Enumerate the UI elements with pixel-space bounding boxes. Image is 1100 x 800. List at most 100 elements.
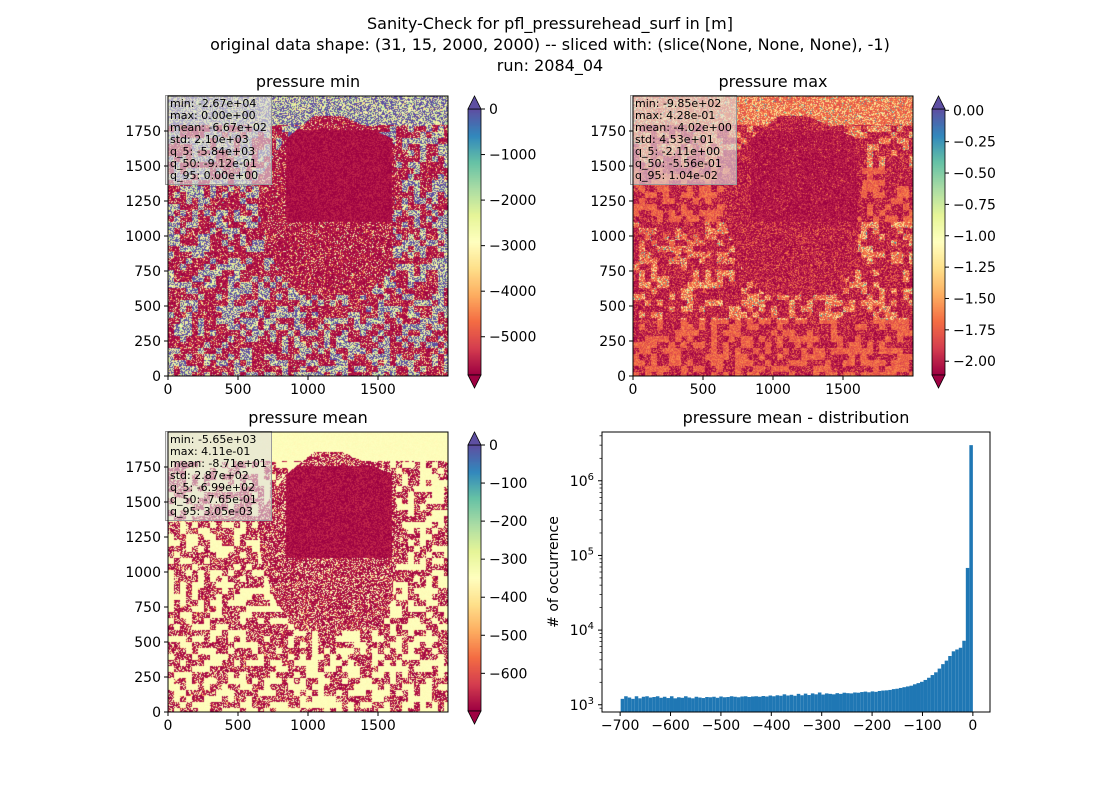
pressure-max-colorbar: [932, 109, 945, 375]
stat-line: mean: -8.71e+01: [170, 457, 267, 470]
histogram-bar: [733, 696, 737, 712]
colorbar-extend-min: [467, 374, 482, 389]
x-tick-label: 0: [164, 382, 173, 398]
histogram-bar: [793, 695, 797, 712]
x-tick-label: 0: [629, 382, 638, 398]
histogram-bar: [634, 696, 639, 712]
pressure-min-title: pressure min: [255, 72, 361, 91]
histogram-bar: [627, 697, 632, 712]
colorbar-extend-max: [467, 95, 482, 110]
pressure-mean-frame: [167, 431, 449, 713]
histogram-bar: [944, 660, 949, 712]
histogram-bar: [761, 696, 766, 712]
stat-line: min: -9.85e+02: [635, 97, 722, 110]
histogram-bar: [676, 697, 681, 712]
histogram-bar: [659, 697, 663, 712]
histogram-bar: [800, 695, 804, 712]
histogram-bar: [842, 692, 847, 712]
histogram-bar: [905, 686, 910, 712]
stat-line: std: 2.87e+02: [170, 469, 249, 482]
histogram-bar: [948, 655, 952, 712]
histogram-bar: [669, 696, 674, 712]
colorbar-tick-label: −1.00: [953, 229, 996, 245]
histogram-bar: [874, 691, 878, 712]
histogram-bar: [648, 697, 653, 712]
pressure-mean-distribution-title: pressure mean - distribution: [682, 408, 910, 427]
histogram-bar: [673, 698, 677, 712]
stat-line: q_95: 1.04e-02: [635, 169, 718, 182]
y-tick-label: 0: [152, 369, 161, 385]
histogram-bar: [620, 698, 625, 712]
pressure-mean-title: pressure mean: [248, 408, 368, 427]
histogram-bar: [884, 690, 889, 712]
histogram-bar: [814, 694, 818, 712]
histogram-bar: [768, 695, 773, 712]
histogram-bar: [775, 695, 780, 712]
colorbar-extend-min: [467, 710, 482, 725]
pressure-max-stats-box: min: -9.85e+02 max: 4.28e-01 mean: -4.02e+…: [630, 95, 737, 185]
histogram-bar: [951, 651, 956, 712]
colorbar-frame: [931, 108, 946, 376]
histogram-bar: [747, 697, 751, 712]
x-tick-label: 1000: [755, 382, 791, 398]
histogram-bar: [684, 696, 688, 712]
histogram-bar: [803, 693, 808, 712]
histogram-bar: [831, 694, 836, 712]
histogram-bar: [712, 696, 716, 712]
y-tick-label: 1000: [590, 229, 626, 245]
y-tick-label: 1000: [125, 229, 161, 245]
y-tick-label: 0: [617, 369, 626, 385]
y-tick-label: 104: [570, 621, 594, 639]
y-tick-label: 1750: [125, 460, 161, 476]
histogram-bar: [962, 640, 966, 712]
histogram-bar: [779, 695, 783, 712]
colorbar-frame: [467, 444, 482, 712]
x-tick-label: −100: [903, 718, 941, 734]
colorbar-extend-max: [931, 95, 946, 110]
histogram-bar: [687, 697, 692, 712]
histogram-bar: [736, 697, 741, 712]
histogram-bar: [934, 672, 938, 712]
x-tick-label: 0: [164, 718, 173, 734]
histogram-bar: [726, 697, 730, 712]
colorbar-tick-label: −0.25: [953, 135, 996, 151]
histogram-bar: [680, 697, 685, 712]
histogram-bar: [930, 675, 935, 712]
histogram-bar: [666, 698, 670, 712]
y-tick-label: 1250: [125, 194, 161, 210]
stat-line: q_5: -6.99e+02: [170, 481, 256, 494]
histogram-bar: [912, 684, 917, 712]
x-tick-label: −300: [802, 718, 840, 734]
histogram-bar: [867, 692, 871, 712]
y-tick-label: 250: [134, 334, 161, 350]
histogram-bar: [937, 668, 942, 712]
y-tick-label: 1250: [125, 530, 161, 546]
figure-title-line-1: Sanity-Check for pfl_pressurehead_surf i…: [367, 14, 733, 33]
histogram-bar: [796, 693, 801, 712]
colorbar-tick-label: −2.00: [953, 354, 996, 370]
histogram-bar: [698, 697, 702, 712]
y-tick-label: 1750: [590, 124, 626, 140]
x-tick-label: 1500: [360, 382, 396, 398]
stat-line: max: 0.00e+00: [170, 109, 256, 122]
histogram-bar: [817, 692, 822, 712]
colorbar-tick-label: 0.00: [953, 103, 984, 119]
colorbar-tick-label: 0: [489, 438, 498, 454]
colorbar-tick-label: 0: [489, 102, 498, 118]
histogram-bar: [715, 697, 720, 712]
histogram-bar: [765, 696, 769, 712]
figure-title-line-3: run: 2084_04: [496, 56, 604, 75]
pressure-min-colorbar: [468, 109, 481, 375]
histogram-bar: [898, 687, 903, 712]
x-tick-label: −400: [752, 718, 790, 734]
stat-line: q_5: -2.11e+00: [635, 145, 721, 158]
pressure-min-frame: [167, 95, 449, 377]
colorbar-tick-label: −300: [489, 552, 527, 568]
stat-line: q_50: -7.65e-01: [170, 493, 257, 506]
stat-line: q_50: -5.56e-01: [635, 157, 722, 170]
colorbar-tick-label: −200: [489, 514, 527, 530]
histogram-bar: [828, 693, 832, 712]
x-tick-label: 500: [225, 718, 252, 734]
histogram-bar: [740, 696, 744, 712]
colorbar-tick-label: −1.75: [953, 323, 996, 339]
